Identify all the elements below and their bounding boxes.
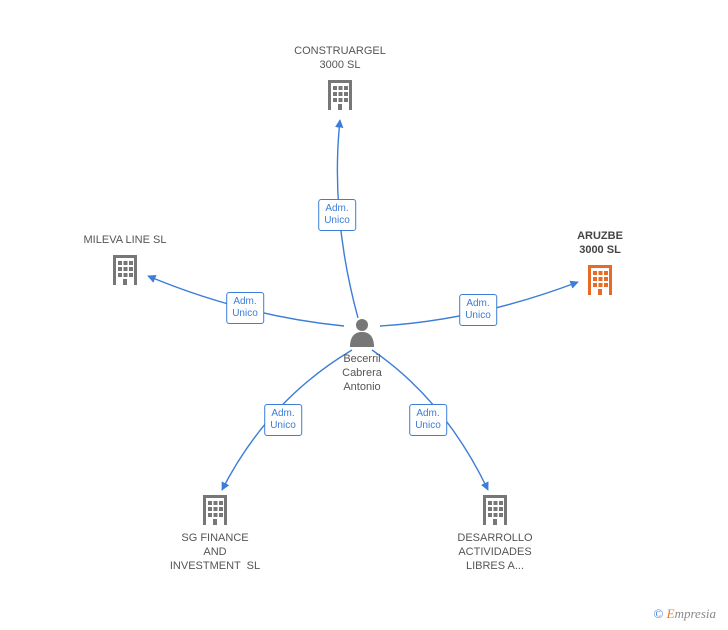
edge-label-construargel: Adm. Unico (318, 199, 356, 231)
edge-label-mileva: Adm. Unico (226, 292, 264, 324)
node-construargel[interactable] (328, 80, 352, 110)
node-label-aruzbe: ARUZBE 3000 SL (577, 230, 623, 258)
edge-label-aruzbe: Adm. Unico (459, 294, 497, 326)
node-label-sgfinance: SG FINANCE AND INVESTMENT SL (170, 532, 260, 573)
node-label-desarrollo: DESARROLLO ACTIVIDADES LIBRES A... (457, 532, 532, 573)
node-desarrollo[interactable] (483, 495, 507, 525)
building-icon (203, 495, 227, 525)
building-icon (328, 80, 352, 110)
edge-label-sgfinance: Adm. Unico (264, 404, 302, 436)
diagram-canvas (0, 0, 728, 630)
copyright-symbol: © (654, 606, 664, 621)
edge-label-desarrollo: Adm. Unico (409, 404, 447, 436)
node-aruzbe[interactable] (588, 265, 612, 295)
building-icon (113, 255, 137, 285)
footer-attribution: © Empresia (654, 606, 717, 622)
brand-prefix: E (667, 606, 675, 621)
building-icon (483, 495, 507, 525)
node-label-mileva: MILEVA LINE SL (84, 234, 167, 248)
building-icon (588, 265, 612, 295)
person-icon (350, 319, 374, 347)
node-person[interactable] (350, 319, 374, 347)
node-sgfinance[interactable] (203, 495, 227, 525)
node-mileva[interactable] (113, 255, 137, 285)
brand-suffix: mpresia (675, 606, 716, 621)
node-label-construargel: CONSTRUARGEL 3000 SL (294, 45, 386, 73)
node-label-person: Becerril Cabrera Antonio (342, 353, 382, 394)
